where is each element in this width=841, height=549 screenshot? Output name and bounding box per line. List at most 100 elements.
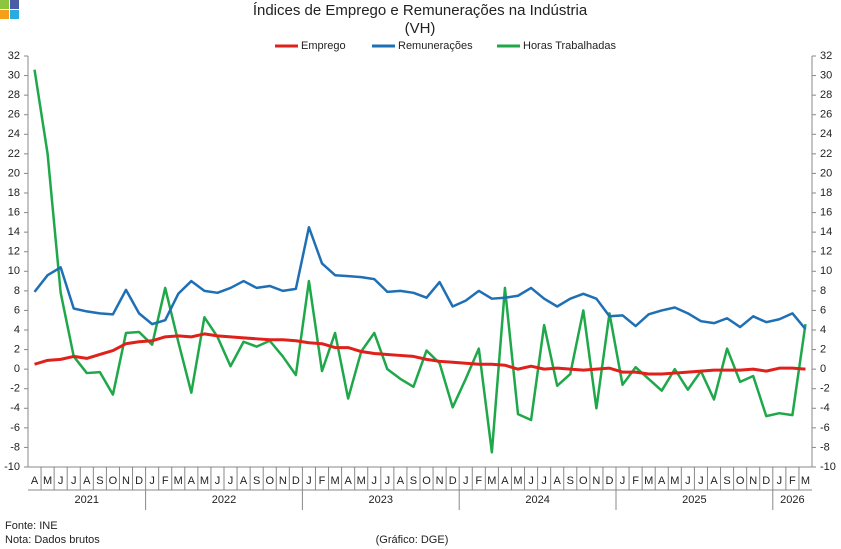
x-tick-label: O bbox=[579, 475, 588, 487]
y-tick-label: -4 bbox=[10, 402, 20, 414]
year-label: 2022 bbox=[212, 494, 236, 506]
x-tick-label: J bbox=[58, 475, 64, 487]
y2-tick-label: 14 bbox=[820, 226, 832, 238]
y2-tick-label: 2 bbox=[820, 343, 826, 355]
chart-title: Índices de Emprego e Remunerações na Ind… bbox=[253, 2, 588, 19]
y2-tick-label: 26 bbox=[820, 109, 832, 121]
source: Fonte: INE bbox=[5, 520, 58, 532]
x-tick-label: F bbox=[789, 475, 796, 487]
logo bbox=[0, 0, 19, 19]
y-tick-label: 2 bbox=[14, 343, 20, 355]
x-tick-label: J bbox=[385, 475, 391, 487]
y2-tick-label: 32 bbox=[820, 50, 832, 62]
x-tick-label: D bbox=[605, 475, 613, 487]
y-tick-label: 28 bbox=[8, 89, 20, 101]
x-tick-label: S bbox=[253, 475, 260, 487]
x-tick-label: S bbox=[410, 475, 417, 487]
y-tick-label: 22 bbox=[8, 148, 20, 160]
x-tick-label: A bbox=[240, 475, 248, 487]
x-tick-label: M bbox=[801, 475, 810, 487]
x-tick-label: F bbox=[475, 475, 482, 487]
y-tick-label: 6 bbox=[14, 304, 20, 316]
x-tick-label: J bbox=[228, 475, 234, 487]
y2-tick-label: 24 bbox=[820, 128, 832, 140]
y-tick-label: 0 bbox=[14, 363, 20, 375]
x-tick-label: A bbox=[710, 475, 718, 487]
y-tick-label: 14 bbox=[8, 226, 20, 238]
y-tick-label: -6 bbox=[10, 422, 20, 434]
legend-label: Remunerações bbox=[398, 40, 473, 52]
x-tick-label: J bbox=[215, 475, 221, 487]
x-tick-label: J bbox=[528, 475, 534, 487]
year-label: 2026 bbox=[780, 494, 804, 506]
chart-subtitle: (VH) bbox=[405, 20, 436, 37]
x-tick-label: O bbox=[422, 475, 431, 487]
year-label: 2024 bbox=[525, 494, 549, 506]
x-tick-label: J bbox=[306, 475, 312, 487]
x-tick-label: O bbox=[265, 475, 274, 487]
year-label: 2021 bbox=[75, 494, 99, 506]
x-tick-label: J bbox=[149, 475, 155, 487]
note: Nota: Dados brutos bbox=[5, 534, 100, 546]
x-tick-label: J bbox=[541, 475, 547, 487]
x-tick-label: A bbox=[554, 475, 562, 487]
x-tick-label: S bbox=[723, 475, 730, 487]
series-line bbox=[33, 69, 807, 454]
y2-tick-label: 12 bbox=[820, 246, 832, 258]
x-tick-label: F bbox=[319, 475, 326, 487]
y2-tick-label: 16 bbox=[820, 206, 832, 218]
legend-label: Emprego bbox=[301, 40, 346, 52]
x-tick-label: S bbox=[96, 475, 103, 487]
x-tick-label: F bbox=[162, 475, 169, 487]
x-tick-label: D bbox=[762, 475, 770, 487]
x-tick-label: J bbox=[620, 475, 626, 487]
x-tick-label: J bbox=[71, 475, 77, 487]
x-tick-label: A bbox=[344, 475, 352, 487]
x-tick-label: M bbox=[330, 475, 339, 487]
year-label: 2025 bbox=[682, 494, 706, 506]
series-line bbox=[34, 332, 806, 376]
x-tick-label: N bbox=[122, 475, 130, 487]
x-tick-label: O bbox=[109, 475, 118, 487]
y-tick-label: 12 bbox=[8, 246, 20, 258]
x-tick-label: S bbox=[567, 475, 574, 487]
y2-tick-label: 28 bbox=[820, 89, 832, 101]
x-tick-label: F bbox=[632, 475, 639, 487]
series-line bbox=[33, 226, 807, 330]
y2-tick-label: 8 bbox=[820, 285, 826, 297]
x-tick-label: D bbox=[292, 475, 300, 487]
x-tick-label: M bbox=[43, 475, 52, 487]
y-tick-label: 32 bbox=[8, 50, 20, 62]
x-tick-label: M bbox=[357, 475, 366, 487]
x-tick-label: M bbox=[487, 475, 496, 487]
y-tick-label: 8 bbox=[14, 285, 20, 297]
y-tick-label: 26 bbox=[8, 109, 20, 121]
x-tick-label: A bbox=[501, 475, 509, 487]
y-tick-label: -2 bbox=[10, 383, 20, 395]
x-tick-label: J bbox=[463, 475, 469, 487]
year-label: 2023 bbox=[369, 494, 393, 506]
x-tick-label: A bbox=[397, 475, 405, 487]
y-tick-label: -8 bbox=[10, 441, 20, 453]
x-tick-label: M bbox=[670, 475, 679, 487]
y-tick-label: 20 bbox=[8, 167, 20, 179]
y2-tick-label: -2 bbox=[820, 383, 830, 395]
y2-tick-label: 18 bbox=[820, 187, 832, 199]
y2-tick-label: -6 bbox=[820, 422, 830, 434]
y2-tick-label: -10 bbox=[820, 461, 836, 473]
y2-tick-label: -8 bbox=[820, 441, 830, 453]
x-tick-label: N bbox=[592, 475, 600, 487]
y-tick-label: 18 bbox=[8, 187, 20, 199]
y2-tick-label: 20 bbox=[820, 167, 832, 179]
x-tick-label: D bbox=[449, 475, 457, 487]
y2-tick-label: 4 bbox=[820, 324, 826, 336]
y-tick-label: 24 bbox=[8, 128, 20, 140]
x-tick-label: M bbox=[644, 475, 653, 487]
x-tick-label: M bbox=[200, 475, 209, 487]
y-tick-label: 16 bbox=[8, 206, 20, 218]
y2-tick-label: 10 bbox=[820, 265, 832, 277]
y-tick-label: 30 bbox=[8, 69, 20, 81]
x-tick-label: J bbox=[698, 475, 704, 487]
y2-tick-label: 30 bbox=[820, 69, 832, 81]
